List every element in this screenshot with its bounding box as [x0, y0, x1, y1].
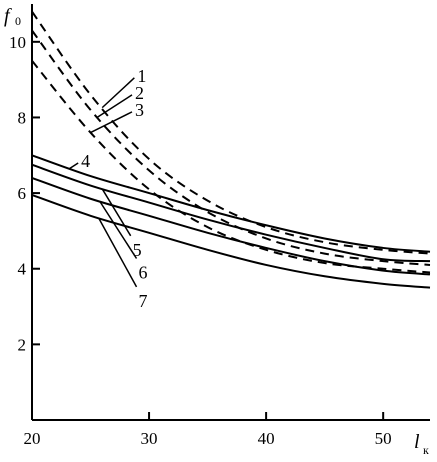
series-label-3: 3 — [135, 100, 144, 120]
x-axis-label: l — [414, 431, 420, 453]
y-axis-label-subscript: 0 — [15, 14, 21, 28]
series-label-4: 4 — [81, 151, 90, 171]
series-label-5: 5 — [133, 240, 142, 260]
series-line-2 — [31, 29, 431, 266]
x-tick-label: 40 — [258, 429, 275, 448]
y-tick-label: 4 — [18, 260, 27, 279]
x-tick-label: 50 — [375, 429, 392, 448]
y-tick-label: 8 — [18, 108, 27, 127]
series — [31, 10, 431, 289]
ticks: 20 30 40 50 2 4 6 8 10 — [9, 33, 392, 448]
series-line-5 — [31, 163, 431, 263]
series-label-6: 6 — [139, 263, 148, 283]
series-line-7 — [31, 194, 431, 289]
axes — [31, 4, 430, 421]
series-leader-6 — [99, 201, 138, 259]
y-tick-label: 2 — [18, 335, 27, 354]
x-tick-label: 30 — [141, 429, 158, 448]
series-label-2: 2 — [135, 83, 144, 103]
series-leader-7 — [98, 217, 138, 288]
series-leader-3 — [90, 111, 133, 134]
series-label-1: 1 — [137, 66, 146, 86]
series-line-6 — [31, 177, 431, 276]
x-tick-label: 20 — [24, 429, 41, 448]
series-line-4 — [31, 154, 431, 253]
series-leader-2 — [97, 94, 133, 118]
x-axis-label-subscript: к — [423, 443, 429, 457]
y-axis-label: f — [4, 5, 12, 27]
series-line-3 — [31, 60, 431, 274]
y-tick-label: 6 — [18, 184, 27, 203]
series-leader-4 — [69, 162, 79, 170]
series-line-1 — [31, 10, 431, 255]
series-leader-1 — [101, 77, 135, 109]
y-tick-label: 10 — [9, 33, 26, 52]
series-label-7: 7 — [139, 291, 148, 311]
series-leader-5 — [101, 188, 132, 237]
